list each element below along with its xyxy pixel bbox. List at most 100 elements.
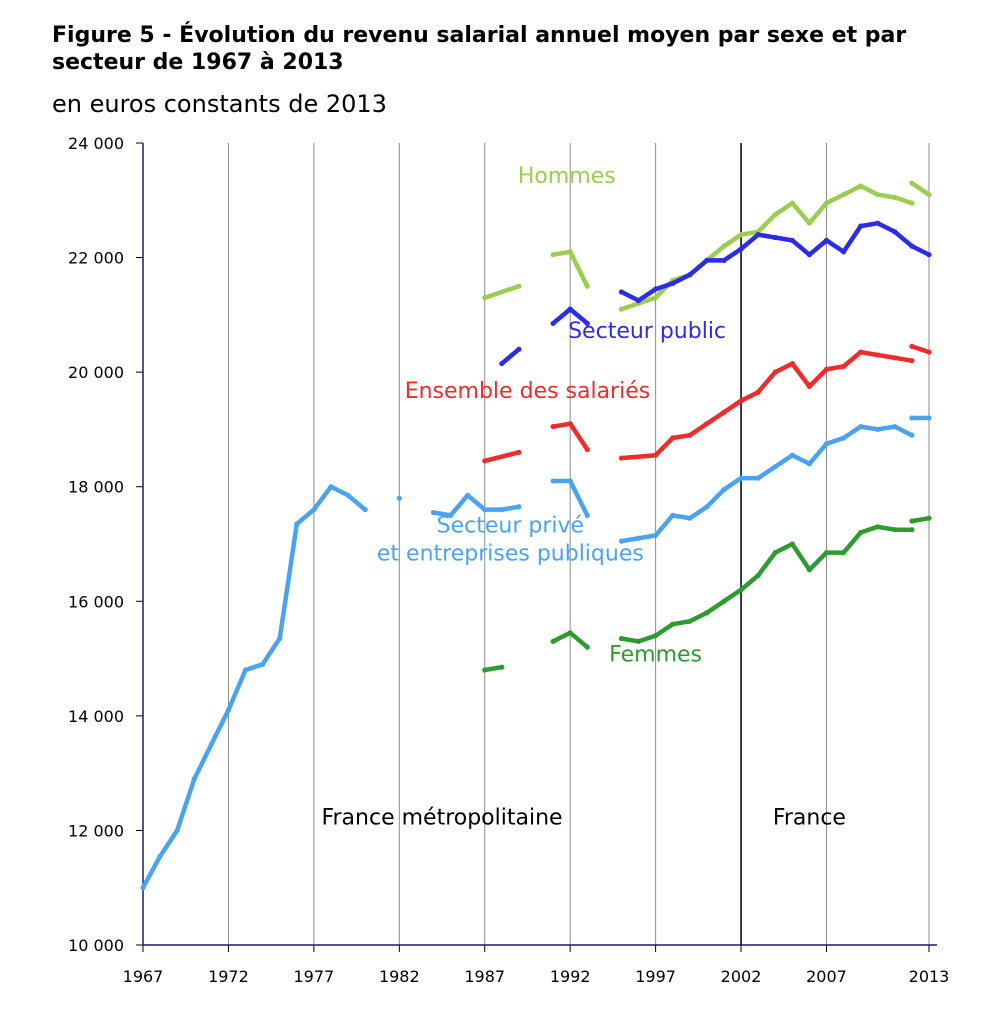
series-label: Ensemble des salariés (405, 379, 651, 404)
data-point (858, 183, 864, 189)
data-point (721, 598, 727, 604)
data-point (909, 527, 915, 533)
data-point (550, 320, 556, 327)
data-point (755, 232, 761, 238)
y-tick-label: 24 000 (68, 134, 124, 153)
series-line (484, 450, 520, 464)
data-point (482, 507, 488, 513)
y-tick-label: 20 000 (68, 363, 124, 382)
series-line (500, 347, 521, 366)
data-point (687, 515, 693, 521)
data-point (260, 661, 266, 667)
data-point (550, 423, 556, 430)
data-point (653, 286, 659, 292)
y-tick-label: 22 000 (68, 249, 124, 268)
data-point (345, 492, 351, 498)
data-point (584, 644, 590, 650)
data-point (704, 610, 710, 616)
data-point (926, 515, 932, 521)
data-point (277, 635, 283, 642)
data-point (875, 426, 881, 433)
data-point (806, 383, 812, 390)
grid (227, 143, 930, 945)
data-point (789, 360, 795, 367)
data-point (653, 452, 659, 458)
data-point (875, 352, 881, 358)
data-point (926, 415, 932, 421)
data-point (823, 549, 830, 556)
data-point (721, 257, 727, 264)
data-point (909, 518, 915, 524)
data-point (208, 741, 214, 748)
x-tick-label: 1982 (379, 967, 420, 986)
data-point (926, 191, 932, 198)
series-label: Femmes (609, 642, 702, 667)
data-point (482, 295, 488, 301)
data-point (618, 455, 625, 461)
x-tick-label: 1977 (294, 967, 335, 986)
data-point (584, 283, 590, 289)
data-point (584, 512, 590, 518)
series-line (433, 493, 520, 518)
y-tick-label: 18 000 (68, 478, 124, 497)
data-point (635, 297, 642, 304)
data-point (892, 194, 898, 201)
data-point (772, 234, 778, 241)
series-label: Secteur privé (437, 514, 584, 539)
data-point (670, 512, 676, 518)
data-point (704, 504, 710, 510)
x-tick-label: 1972 (208, 967, 249, 986)
series-line (910, 181, 931, 197)
data-point (858, 423, 864, 430)
data-point (567, 630, 573, 636)
series-line (620, 220, 931, 303)
data-point (738, 246, 744, 252)
data-point (618, 289, 625, 295)
data-point (806, 567, 812, 573)
data-point (755, 389, 761, 395)
data-point (653, 633, 659, 639)
y-tick-label: 14 000 (68, 707, 124, 726)
data-point (396, 495, 402, 501)
data-point (840, 191, 847, 198)
data-point (823, 237, 830, 243)
data-point (840, 363, 847, 370)
data-point (892, 229, 898, 235)
region-label: France métropolitaine (321, 806, 562, 831)
series-line (911, 515, 930, 524)
data-point (618, 538, 625, 544)
data-point (704, 421, 710, 427)
x-tick-label: 1967 (123, 967, 164, 986)
data-point (909, 243, 915, 249)
data-point (755, 475, 761, 481)
series-label: et entreprises publiques (377, 542, 644, 567)
data-point (789, 541, 795, 547)
data-point (875, 524, 881, 530)
data-point (823, 200, 830, 206)
data-point (823, 441, 830, 447)
chart-subtitle: en euros constants de 2013 (52, 90, 387, 118)
data-point (806, 252, 812, 258)
series-line (621, 424, 913, 544)
data-point (909, 200, 915, 206)
data-point (738, 232, 744, 238)
data-point (687, 272, 693, 278)
data-point (789, 200, 795, 206)
data-point (772, 212, 778, 218)
data-point (909, 180, 915, 186)
data-point (858, 349, 864, 355)
data-point (875, 191, 881, 198)
data-point (909, 343, 915, 349)
series-line (911, 344, 930, 355)
data-point (840, 435, 847, 441)
data-point (840, 249, 847, 255)
data-point (755, 572, 761, 579)
data-point (653, 295, 659, 301)
data-point (823, 366, 830, 372)
series-line (621, 349, 913, 461)
data-point (721, 409, 727, 415)
data-point (909, 432, 915, 438)
data-point (516, 346, 522, 352)
data-point (242, 667, 249, 673)
x-tick-label: 1992 (550, 967, 591, 986)
